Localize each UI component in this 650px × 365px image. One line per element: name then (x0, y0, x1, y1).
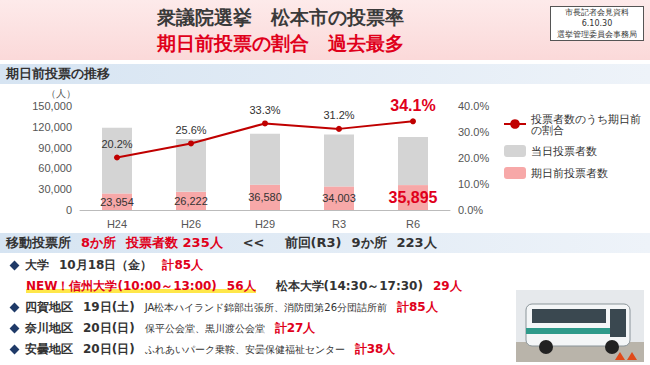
svg-text:60,000: 60,000 (38, 162, 72, 174)
svg-text:31.2%: 31.2% (323, 109, 354, 121)
html-text:期日前投票の推移: 期日前投票の推移 (6, 66, 110, 81)
svg-text:33.3%: 33.3% (249, 104, 280, 116)
svg-text:23,954: 23,954 (100, 196, 134, 208)
svg-text:H29: H29 (255, 218, 275, 230)
html-text:8か所: 8か所 (81, 235, 116, 250)
html-text:20日(日): 20日(日) (83, 342, 135, 356)
html-text:保平公会堂、黒川渡公会堂: 保平公会堂、黒川渡公会堂 (144, 323, 265, 334)
svg-text:30,000: 30,000 (38, 183, 72, 195)
svg-text:H26: H26 (181, 218, 201, 230)
html-text:奈川地区: 奈川地区 (25, 321, 73, 335)
html-text:松本大学(14:30～17:30): 松本大学(14:30～17:30) (275, 279, 423, 293)
svg-text:R6: R6 (406, 218, 420, 230)
html-text:衆議院選挙 松本市の投票率: 衆議院選挙 松本市の投票率 (156, 6, 404, 28)
html-text:投票者数 235人: 投票者数 235人 (126, 235, 223, 250)
svg-text:35,895: 35,895 (389, 189, 438, 206)
html-text:6.10.30: 6.10.30 (581, 19, 613, 28)
html-text:四賀地区: 四賀地区 (25, 300, 73, 314)
svg-text:34,003: 34,003 (322, 192, 356, 204)
html-text:安曇地区: 安曇地区 (25, 342, 73, 356)
svg-text:20.0%: 20.0% (458, 152, 489, 164)
html-text:ふれあいパーク乗鞍、安曇保健福祉センター: ふれあいパーク乗鞍、安曇保健福祉センター (144, 344, 345, 355)
svg-text:当日投票者数: 当日投票者数 (531, 145, 597, 157)
svg-text:20.2%: 20.2% (101, 138, 132, 150)
svg-text:の割合: の割合 (531, 124, 564, 136)
svg-text:H24: H24 (107, 218, 127, 230)
html-text:前回(R3): 前回(R3) (284, 235, 342, 250)
svg-text:34.1%: 34.1% (390, 97, 435, 114)
svg-text:（人）: （人） (46, 88, 76, 99)
svg-text:0.0%: 0.0% (458, 204, 483, 216)
html-text:計85人: 計85人 (397, 300, 438, 314)
svg-text:30.0%: 30.0% (458, 126, 489, 138)
html-text:移動投票所: 移動投票所 (6, 235, 71, 250)
html-text:19日(土): 19日(土) (83, 300, 135, 314)
svg-text:120,000: 120,000 (32, 121, 72, 133)
svg-text:10.0%: 10.0% (458, 178, 489, 190)
html-text:JA松本ハイランド錦部出張所、消防団第26分団詰所前: JA松本ハイランド錦部出張所、消防団第26分団詰所前 (144, 302, 387, 313)
html-text:大学: 大学 (25, 258, 49, 272)
html-text:56人: 56人 (226, 279, 256, 293)
html-text:計38人: 計38人 (354, 342, 396, 356)
svg-text:26,222: 26,222 (174, 195, 208, 207)
svg-text:36,580: 36,580 (248, 191, 282, 203)
html-text:223人: 223人 (396, 235, 437, 250)
svg-text:25.6%: 25.6% (175, 124, 206, 136)
svg-text:40.0%: 40.0% (458, 100, 489, 112)
html-text:NEW！信州大学(10:00～13:00): NEW！信州大学(10:00～13:00) (26, 279, 217, 293)
html-text:市長記者会見資料: 市長記者会見資料 (565, 8, 629, 17)
html-text:計27人: 計27人 (274, 321, 316, 335)
svg-text:期日前投票者数: 期日前投票者数 (531, 167, 608, 179)
html-text:期日前投票の割合 過去最多: 期日前投票の割合 過去最多 (156, 32, 404, 54)
html-text:計85人: 計85人 (162, 258, 204, 272)
html-text:29人: 29人 (432, 279, 462, 293)
html-text:20日(日): 20日(日) (83, 321, 135, 335)
svg-text:R3: R3 (332, 218, 346, 230)
html-text:10月18日（金）: 10月18日（金） (59, 258, 153, 272)
svg-text:0: 0 (66, 204, 72, 216)
svg-text:投票者数のうち期日前: 投票者数のうち期日前 (531, 112, 641, 125)
html-text:選挙管理委員会事務局: 選挙管理委員会事務局 (557, 30, 637, 39)
svg-text:90,000: 90,000 (38, 142, 72, 154)
svg-text:150,000: 150,000 (32, 100, 72, 112)
html-text:9か所: 9か所 (351, 235, 387, 250)
